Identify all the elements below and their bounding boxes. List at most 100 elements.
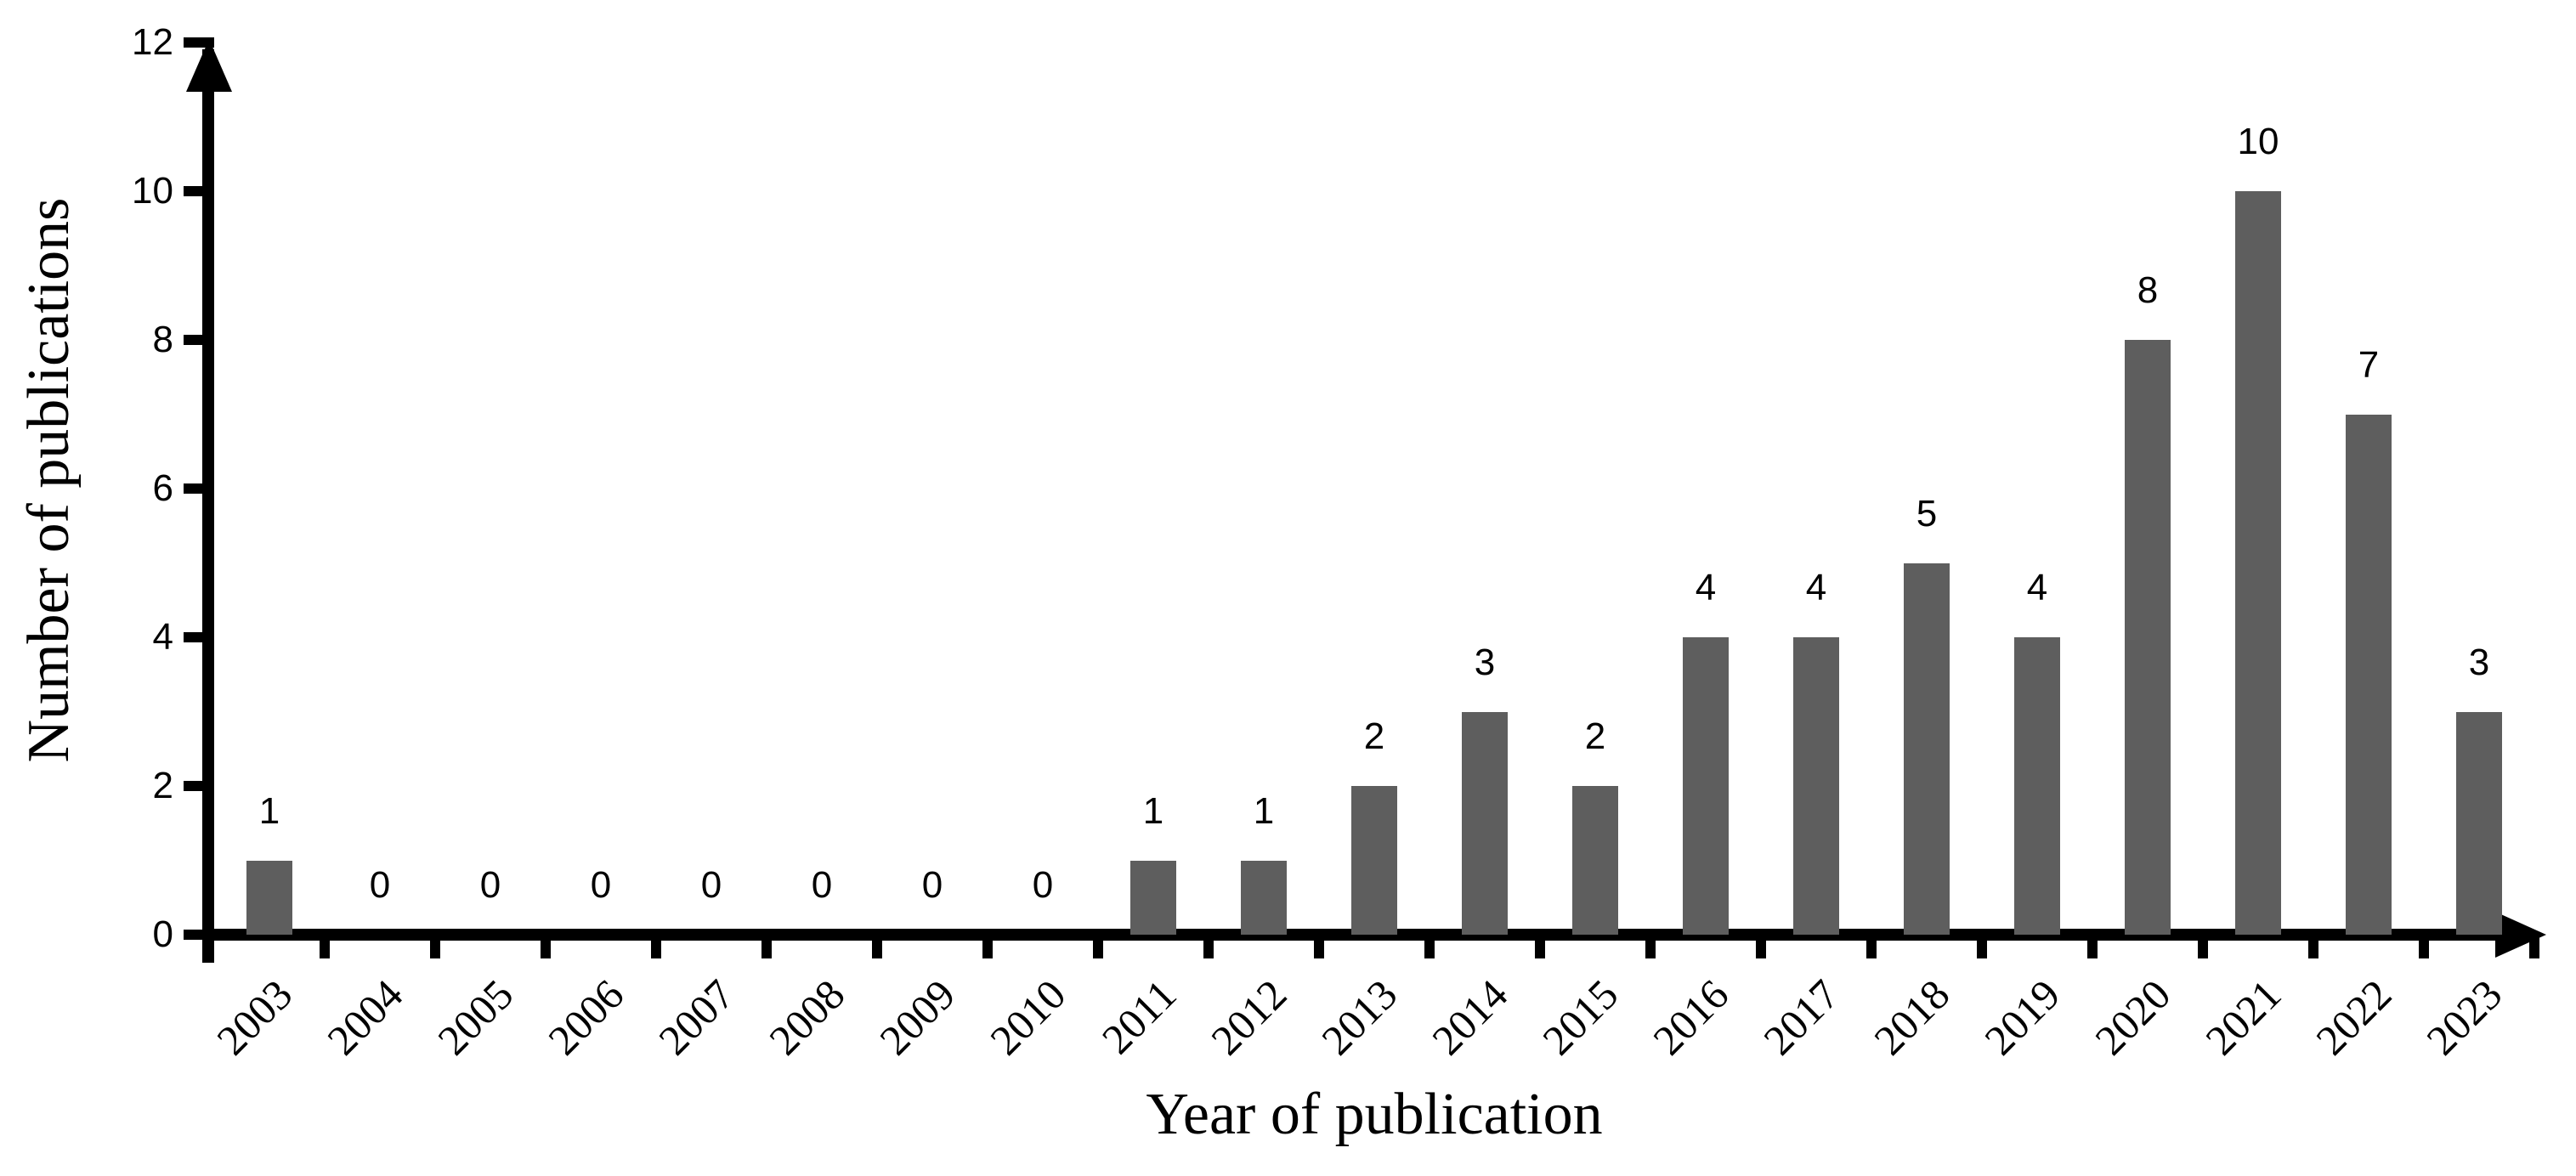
y-axis-tick (184, 37, 214, 48)
bar-value-label: 0 (921, 864, 943, 906)
bar (1683, 637, 1729, 935)
y-axis-tick (184, 335, 214, 345)
x-axis-tick (2198, 935, 2208, 958)
bar-value-label: 0 (590, 864, 612, 906)
bar (1351, 786, 1397, 935)
y-axis-line (202, 49, 214, 963)
category-slot: 1 2011 (1092, 42, 1214, 1063)
category-slot: 4 2017 (1754, 42, 1877, 1064)
x-axis-year-label: 2007 (649, 970, 744, 1065)
y-axis-tick (184, 483, 214, 494)
category-slot: 3 2014 (1423, 42, 1545, 1064)
y-axis-tick (184, 186, 214, 196)
bar (1241, 860, 1287, 935)
category-slot: 0 2008 (760, 42, 882, 1064)
bar-value-label: 4 (2026, 567, 2048, 608)
x-axis-tick (1977, 935, 1987, 958)
x-axis-tick (320, 935, 330, 958)
x-axis-tick (1203, 935, 1214, 958)
x-axis-tick (430, 935, 440, 958)
x-axis-year-label: 2011 (1092, 970, 1186, 1063)
bar-value-label: 1 (258, 789, 280, 832)
y-axis-tick-label: 4 (152, 616, 173, 658)
x-axis-year-label: 2022 (2307, 970, 2401, 1065)
bar-value-label: 0 (369, 864, 391, 906)
x-axis-year-label: 2018 (1865, 970, 1959, 1065)
x-axis-year-label: 2003 (207, 970, 302, 1065)
x-axis-tick (1535, 935, 1545, 958)
category-slot: 5 2018 (1865, 42, 1987, 1064)
bar (1462, 711, 1508, 935)
x-axis-year-label: 2021 (2196, 970, 2290, 1065)
x-axis-year-label: 2020 (2086, 970, 2180, 1065)
x-axis-year-label: 2019 (1975, 970, 2069, 1065)
bar-value-label: 0 (700, 864, 722, 906)
x-axis-tick (982, 935, 993, 958)
bar-value-label: 2 (1363, 715, 1385, 757)
bar-value-label: 8 (2137, 269, 2159, 311)
category-slot: 0 2009 (870, 42, 993, 1064)
category-slot: 7 2022 (2307, 42, 2429, 1064)
category-slot: 0 2004 (318, 42, 440, 1064)
bar (1572, 786, 1618, 935)
category-slot: 0 2010 (981, 42, 1103, 1064)
bar (2346, 414, 2392, 935)
x-axis-year-label: 2023 (2417, 970, 2511, 1065)
category-slot: 4 2019 (1975, 42, 2098, 1064)
bar-value-label: 10 (2237, 121, 2279, 162)
x-axis-year-label: 2016 (1644, 970, 1738, 1065)
y-axis-tick-label: 6 (152, 467, 173, 509)
slots: 1 2003 0 2004 0 2005 0 2006 0 2007 0 2008 0 2009 0 2010… (207, 42, 2539, 1064)
y-axis-tick-label: 2 (152, 765, 173, 806)
x-axis-tick (1093, 935, 1103, 958)
category-slot: 3 2023 (2417, 42, 2539, 1064)
category-slot: 1 2003 (207, 42, 330, 1064)
bar-value-label: 1 (1253, 789, 1275, 832)
bar (246, 860, 292, 935)
x-axis-year-label: 2015 (1533, 970, 1628, 1065)
x-axis-tick (2308, 935, 2318, 958)
x-axis-tick (1866, 935, 1877, 958)
bar (2014, 637, 2060, 935)
x-axis-tick (541, 935, 551, 958)
category-slot: 4 2016 (1644, 42, 1766, 1064)
category-slot: 8 2020 (2086, 42, 2208, 1064)
bar (1904, 563, 1950, 935)
bar-value-label: 3 (1474, 641, 1496, 683)
x-axis-title: Year of publication (1146, 1082, 1603, 1147)
bar (2235, 191, 2281, 935)
plot-area: 1 2003 0 2004 0 2005 0 2006 0 2007 0 2008 0 2009 0 2010… (207, 42, 2539, 1064)
x-axis-tick (2529, 935, 2539, 958)
bar-value-label: 4 (1805, 567, 1827, 608)
bar-value-label: 2 (1584, 715, 1606, 757)
x-axis-year-label: 2006 (539, 970, 633, 1065)
y-axis-tick-label: 0 (152, 913, 173, 955)
y-axis-tick-label: 10 (132, 170, 173, 212)
y-axis-tick (184, 930, 214, 940)
x-axis-year-label: 2010 (981, 970, 1075, 1065)
bar-value-label: 0 (1032, 864, 1054, 906)
x-axis-year-label: 2017 (1754, 970, 1848, 1065)
x-axis-tick (1424, 935, 1435, 958)
x-axis-year-label: 2013 (1312, 970, 1407, 1065)
x-axis-year-label: 2004 (318, 970, 412, 1065)
x-axis-tick (872, 935, 882, 958)
bar (2456, 711, 2502, 935)
y-axis-tick (184, 781, 214, 791)
x-axis-tick (651, 935, 661, 958)
bar-value-label: 1 (1142, 789, 1164, 832)
bar-value-label: 4 (1695, 567, 1717, 608)
x-axis-tick (1756, 935, 1766, 958)
category-slot: 0 2006 (539, 42, 661, 1064)
x-axis-tick (1645, 935, 1656, 958)
y-axis-tick-label: 12 (132, 21, 173, 63)
category-slot: 0 2007 (649, 42, 772, 1064)
bar-value-label: 5 (1916, 492, 1938, 534)
category-slot: 2 2013 (1312, 42, 1435, 1064)
x-axis-year-label: 2009 (870, 970, 965, 1065)
y-axis-tick-label: 8 (152, 319, 173, 360)
x-axis-year-label: 2008 (760, 970, 854, 1065)
x-axis-year-label: 2012 (1202, 970, 1296, 1065)
bar-value-label: 7 (2358, 343, 2380, 386)
bar-value-label: 0 (479, 864, 501, 906)
